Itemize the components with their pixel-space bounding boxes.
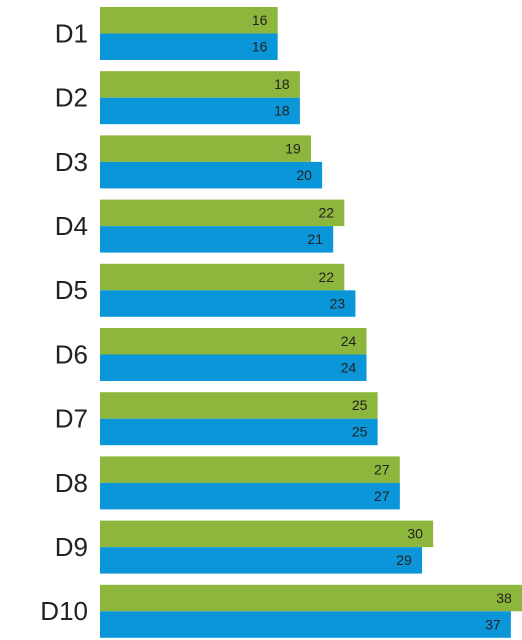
value-label: 23 [330, 295, 346, 311]
bar [100, 328, 367, 355]
value-label: 16 [252, 12, 268, 28]
value-label: 24 [341, 333, 357, 349]
bar [100, 290, 356, 317]
bar [100, 135, 311, 162]
value-label: 21 [307, 231, 323, 247]
value-label: 22 [319, 269, 335, 285]
bar [100, 520, 434, 548]
bar [100, 33, 278, 60]
value-label: 18 [274, 76, 290, 92]
bar [100, 7, 278, 34]
bar [100, 392, 378, 419]
bar [100, 547, 423, 574]
bar [100, 482, 400, 510]
bar [100, 71, 300, 98]
category-label: D9 [55, 532, 88, 562]
category-label: D10 [40, 596, 88, 626]
value-label: 30 [407, 526, 423, 542]
bar [100, 418, 378, 446]
value-label: 22 [319, 205, 335, 221]
bar [100, 456, 400, 483]
category-label: D2 [55, 83, 88, 113]
value-label: 27 [374, 488, 390, 504]
value-label: 25 [352, 424, 368, 440]
category-label: D7 [55, 404, 88, 434]
value-label: 29 [396, 552, 412, 568]
bar [100, 97, 300, 125]
value-label: 38 [496, 590, 512, 606]
bar [100, 161, 323, 189]
category-label: D3 [55, 147, 88, 177]
bar [100, 199, 345, 227]
value-label: 27 [374, 461, 390, 477]
bar [100, 263, 345, 291]
value-label: 19 [285, 140, 301, 156]
value-label: 25 [352, 397, 368, 413]
value-label: 18 [274, 103, 290, 119]
value-label: 16 [252, 38, 268, 54]
bar [100, 584, 522, 612]
category-label: D8 [55, 468, 88, 498]
bar [100, 611, 511, 638]
value-label: 24 [341, 359, 357, 375]
value-label: 37 [485, 616, 501, 632]
bar [100, 354, 367, 381]
bar [100, 226, 334, 253]
category-label: D4 [55, 211, 88, 241]
value-label: 20 [296, 167, 312, 183]
category-label: D6 [55, 339, 88, 369]
category-label: D1 [55, 18, 88, 48]
category-label: D5 [55, 275, 88, 305]
